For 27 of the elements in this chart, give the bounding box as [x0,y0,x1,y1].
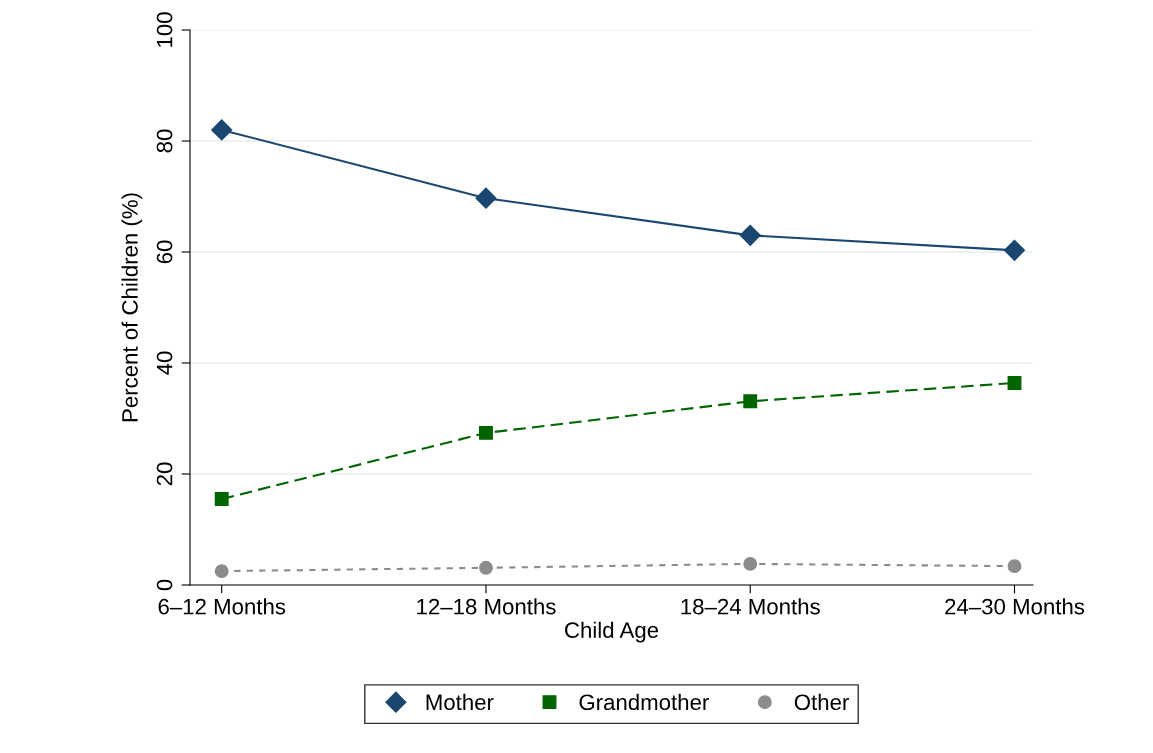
x-tick-label: 12–18 Months [417,598,556,615]
y-tick-label: 40 [156,351,173,375]
legend-label: Grandmother [579,693,709,711]
y-tick-label: 60 [156,240,173,264]
point [479,560,493,575]
point [214,564,229,579]
point [743,556,758,571]
point [211,119,233,141]
point [1007,559,1022,574]
point [1007,376,1022,390]
point [739,224,761,246]
point [479,425,493,440]
x-tick-label: 24–30 Months [945,598,1085,615]
y-axis-title: Percent of Children (%) [121,193,143,422]
y-tick-label: 100 [156,12,173,47]
point [214,492,229,506]
x-tick-label: 6–12 Months [158,598,286,615]
point [475,187,497,209]
legend-label: Mother [426,693,494,711]
x-tick-label: 18–24 Months [681,598,820,615]
y-tick-label: 20 [156,462,173,486]
legend-label: Other [794,693,849,711]
x-axis-title: Child Age [565,621,659,643]
y-tick-label: 80 [156,129,173,153]
point [743,394,758,409]
point [1003,239,1026,261]
y-tick-label: 0 [156,579,173,591]
